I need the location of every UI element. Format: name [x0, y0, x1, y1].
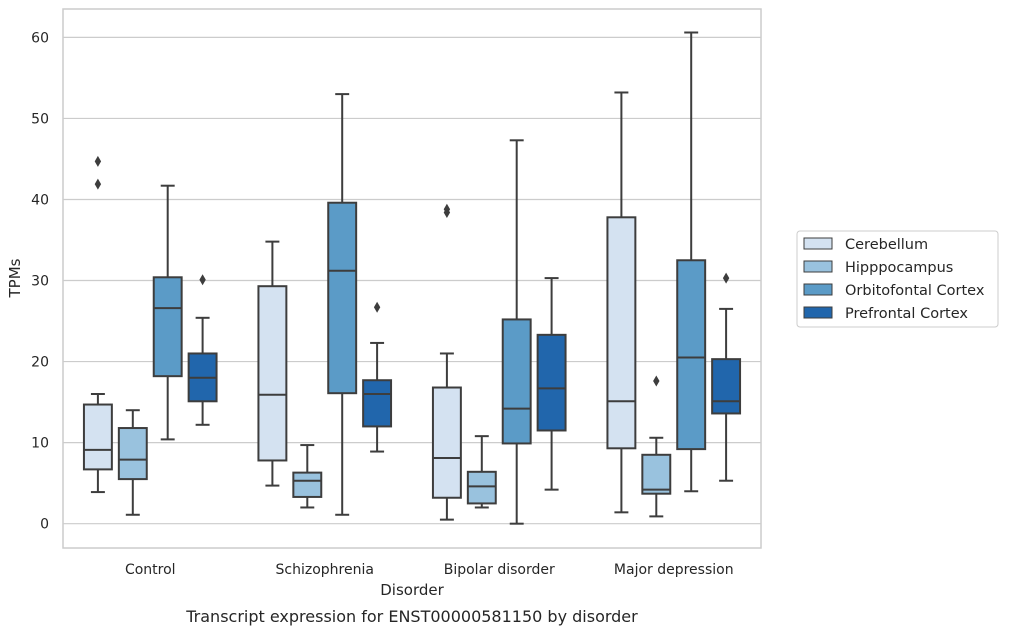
box-prefrontal-cortex [711, 272, 742, 482]
box-body [711, 358, 742, 415]
legend-label: Cerebellum [845, 237, 928, 253]
box-body [466, 470, 497, 505]
x-tick-label: Schizophrenia [276, 562, 374, 578]
box-body [117, 427, 148, 481]
box-prefrontal-cortex [536, 277, 567, 491]
box-orbitofontal-cortex [676, 31, 707, 493]
y-axis-ticks: 0 10 20 30 40 50 60 [31, 30, 49, 532]
y-tick-label: 30 [31, 274, 49, 290]
legend-swatch [803, 260, 833, 273]
box-cerebellum [82, 155, 113, 494]
box-body [676, 259, 707, 451]
outlier-point [443, 203, 451, 215]
legend-label: Orbitofontal Cortex [845, 283, 985, 299]
y-tick-label: 60 [31, 30, 49, 46]
outlier-point [94, 178, 102, 190]
x-tick-label: Bipolar disorder [444, 562, 555, 578]
box-orbitofontal-cortex [327, 93, 358, 516]
legend-swatch [803, 306, 833, 319]
legend-label: Prefrontal Cortex [845, 306, 968, 322]
legend-frame [796, 230, 999, 328]
box-hipppocampus [292, 444, 323, 509]
plot-frame [62, 8, 762, 549]
y-tick-label: 0 [40, 517, 49, 533]
box-body [257, 285, 288, 462]
y-tick-label: 50 [31, 111, 49, 127]
box-body [431, 386, 462, 499]
box-orbitofontal-cortex [501, 139, 532, 525]
y-tick-label: 10 [31, 436, 49, 452]
box-body [501, 318, 532, 445]
box-cerebellum [431, 203, 462, 521]
outlier-point [373, 301, 381, 313]
box-cerebellum [606, 91, 637, 514]
outlier-point [653, 375, 660, 387]
box-body [82, 403, 113, 471]
chart-caption: Transcript expression for ENST0000058115… [185, 607, 638, 626]
box-body [327, 201, 358, 395]
box-body [641, 453, 672, 495]
box-orbitofontal-cortex [152, 184, 183, 441]
legend-label: Hipppocampus [845, 260, 953, 276]
box-prefrontal-cortex [362, 301, 393, 453]
box-prefrontal-cortex [187, 274, 218, 426]
x-tick-label: Major depression [614, 562, 734, 578]
outlier-point [722, 272, 730, 284]
box-body [152, 276, 183, 378]
box-cerebellum [257, 240, 288, 487]
legend: Cerebellum Hipppocampus Orbitofontal Corte… [796, 230, 999, 328]
y-tick-label: 20 [31, 355, 49, 371]
x-tick-label: Control [125, 562, 176, 578]
y-axis-label: TPMs [6, 258, 24, 298]
outlier-point [199, 274, 206, 286]
x-axis-label: Disorder [380, 581, 444, 599]
outlier-point [94, 155, 102, 167]
box-body [536, 333, 567, 432]
box-body [606, 216, 637, 450]
box-body [362, 379, 393, 428]
x-axis-ticks: Control Schizophrenia Bipolar disorder Majo… [125, 562, 734, 578]
y-tick-label: 40 [31, 192, 49, 208]
box-hipppocampus [466, 435, 497, 509]
box-body [292, 471, 323, 498]
box-hipppocampus [641, 375, 672, 518]
legend-swatch [803, 283, 833, 296]
box-plots [82, 31, 742, 525]
box-hipppocampus [117, 409, 148, 516]
legend-swatch [803, 237, 833, 250]
